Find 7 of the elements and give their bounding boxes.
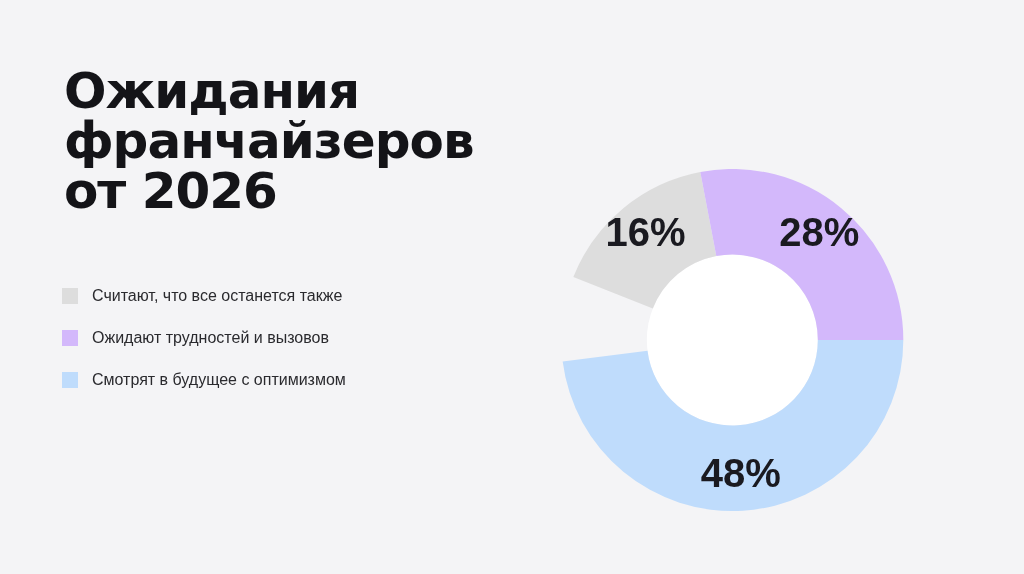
chart-title: Ожидания франчайзеров от 2026	[64, 62, 475, 220]
data-label: 48%	[700, 451, 781, 496]
data-label: 28%	[779, 210, 860, 255]
legend-label: Считают, что все останется также	[92, 287, 343, 305]
legend-label: Смотрят в будущее с оптимизмом	[92, 371, 346, 389]
data-label: 16%	[605, 210, 686, 255]
legend-label: Ожидают трудностей и вызовов	[92, 329, 329, 347]
